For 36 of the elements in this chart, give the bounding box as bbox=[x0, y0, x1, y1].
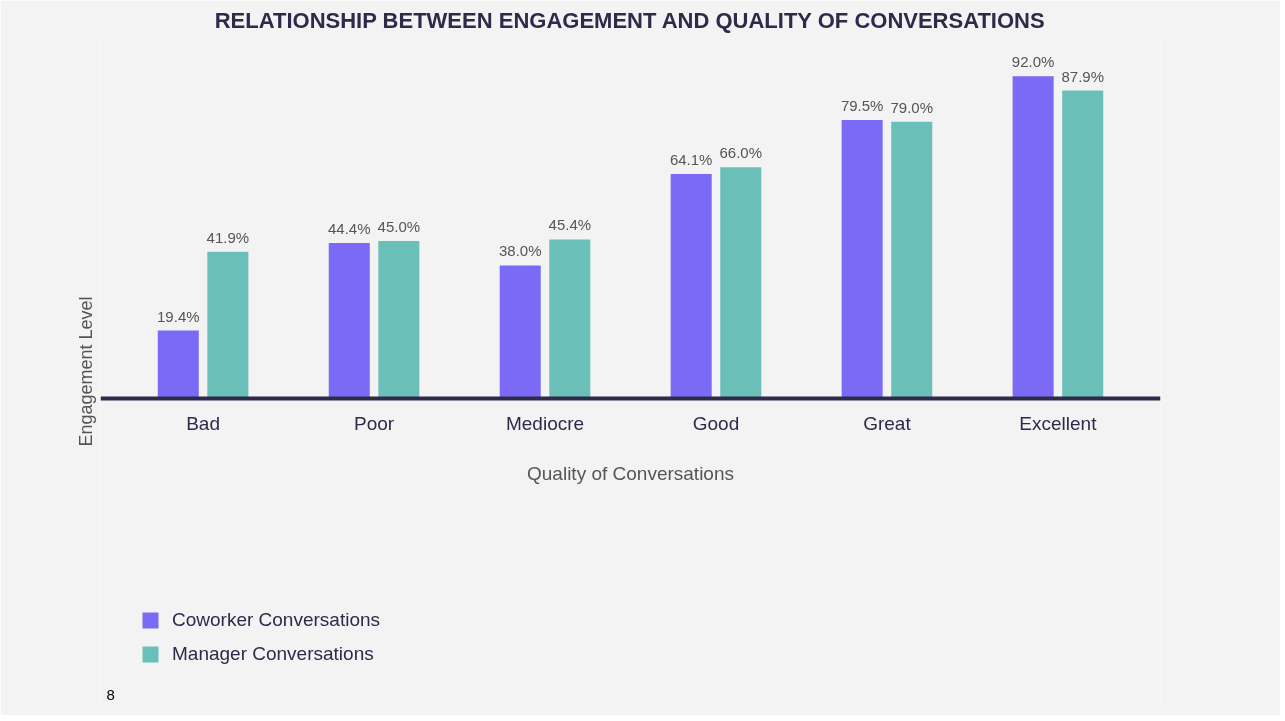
data-label: 38.0% bbox=[498, 242, 542, 260]
bar bbox=[1012, 76, 1054, 399]
bar bbox=[328, 242, 370, 399]
x-tick-label: Great bbox=[863, 412, 912, 434]
data-label: 87.9% bbox=[1061, 67, 1104, 85]
x-tick-label: Good bbox=[692, 412, 740, 434]
x-axis-title: Quality of Conversations bbox=[527, 462, 735, 484]
chart-title: RELATIONSHIP BETWEEN ENGAGEMENT AND QUALITY OF CONVERSATIONS bbox=[214, 7, 1045, 33]
bar bbox=[670, 173, 712, 399]
bar bbox=[841, 119, 883, 399]
bar bbox=[499, 265, 541, 399]
data-label: 45.0% bbox=[377, 217, 421, 235]
data-label: 79.5% bbox=[840, 96, 884, 114]
bar bbox=[207, 251, 249, 399]
text: 8 bbox=[106, 685, 115, 703]
legend-label: Manager Conversations bbox=[172, 643, 374, 665]
legend-label: Coworker Conversations bbox=[172, 609, 381, 631]
bar bbox=[549, 239, 591, 399]
x-tick-label: Poor bbox=[353, 412, 395, 434]
data-label: 64.1% bbox=[669, 150, 713, 168]
data-label: 19.4% bbox=[157, 307, 200, 325]
bar bbox=[891, 121, 933, 399]
data-label: 41.9% bbox=[206, 228, 250, 246]
data-label: 79.0% bbox=[890, 98, 934, 116]
bar bbox=[720, 167, 762, 399]
x-tick-label: Bad bbox=[186, 412, 220, 434]
y-axis-title: Engagement Level bbox=[75, 296, 96, 447]
data-label: 45.4% bbox=[548, 216, 592, 234]
data-label: 66.0% bbox=[719, 144, 763, 162]
x-tick-label: Mediocre bbox=[505, 412, 585, 434]
data-label: 92.0% bbox=[1011, 53, 1055, 71]
bar bbox=[1062, 90, 1104, 399]
bar bbox=[378, 240, 420, 399]
x-tick-label: Excellent bbox=[1019, 412, 1098, 434]
data-label: 44.4% bbox=[327, 219, 371, 237]
bar bbox=[157, 330, 199, 399]
